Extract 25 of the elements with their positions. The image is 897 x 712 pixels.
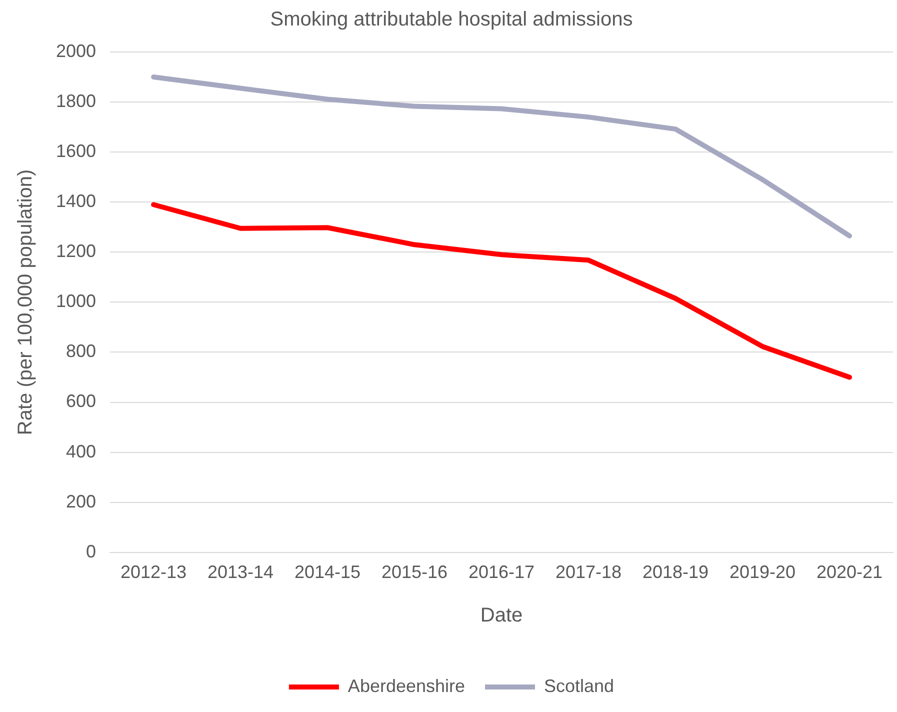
x-tick-label: 2015-16: [381, 562, 448, 582]
x-tick-label: 2016-17: [468, 562, 535, 582]
legend-label: Aberdeenshire: [348, 676, 466, 696]
y-tick-label: 2000: [56, 40, 96, 61]
y-axis-title: Rate (per 100,000 population): [14, 169, 37, 436]
chart-title: Smoking attributable hospital admissions: [270, 8, 633, 31]
y-tick-label: 1800: [56, 91, 96, 112]
x-tick-label: 2013-14: [208, 562, 274, 582]
y-tick-label: 1200: [56, 241, 96, 262]
y-tick-label: 200: [66, 491, 96, 512]
x-tick-label: 2017-18: [555, 562, 622, 582]
y-tick-label: 0: [86, 541, 96, 562]
x-axis-title: Date: [480, 604, 523, 627]
y-tick-label: 1400: [56, 191, 96, 212]
y-tick-label: 400: [66, 441, 96, 462]
y-tick-label: 1000: [56, 291, 96, 312]
y-tick-label: 800: [66, 341, 96, 362]
x-tick-label: 2018-19: [642, 562, 709, 582]
x-tick-label: 2020-21: [816, 562, 883, 582]
y-tick-label: 600: [66, 391, 96, 412]
x-tick-label: 2012-13: [120, 562, 187, 582]
x-tick-label: 2014-15: [294, 562, 361, 582]
x-tick-label: 2019-20: [729, 562, 796, 582]
legend-label: Scotland: [544, 676, 614, 696]
y-tick-label: 1600: [56, 141, 96, 162]
